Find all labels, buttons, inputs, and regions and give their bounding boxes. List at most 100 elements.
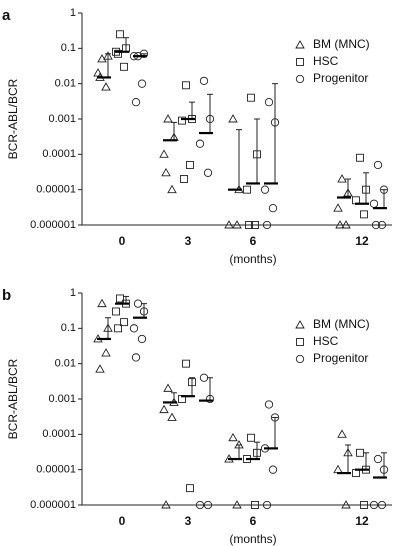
- y-tick-label: 0.001: [48, 393, 76, 405]
- square-marker: [360, 210, 368, 219]
- square-marker: [120, 62, 128, 71]
- y-tick-label: 0.01: [55, 358, 76, 370]
- panel-label: b: [2, 287, 11, 304]
- triangle-marker: [337, 429, 347, 438]
- square-marker: [186, 484, 194, 493]
- square-marker: [245, 221, 253, 229]
- square-marker: [243, 185, 251, 194]
- y-tick-label: 0.001: [48, 113, 76, 125]
- x-axis-label: (months): [229, 252, 276, 266]
- circle-marker: [195, 500, 205, 510]
- legend-marker: [295, 40, 305, 49]
- triangle-marker: [95, 364, 105, 373]
- circle-marker: [203, 500, 213, 510]
- triangle-marker: [159, 149, 169, 158]
- legend-marker: [295, 320, 305, 329]
- y-axis-label: BCR-ABL/BCR: [6, 358, 20, 439]
- square-marker: [356, 448, 364, 457]
- square-marker: [116, 294, 124, 303]
- legend-label: HSC: [313, 54, 339, 68]
- y-tick-label: 0.1: [61, 322, 76, 334]
- y-tick-label: 0.0001: [42, 148, 76, 160]
- legend-marker: [296, 58, 304, 66]
- square-marker: [182, 359, 190, 368]
- triangle-marker: [101, 82, 111, 91]
- x-tick-label: 0: [119, 514, 126, 528]
- triangle-marker: [337, 174, 347, 183]
- circle-marker: [369, 199, 379, 208]
- y-tick-label: 0.000001: [30, 499, 76, 511]
- circle-marker: [131, 353, 141, 362]
- triangle-marker: [167, 184, 177, 194]
- y-tick-label: 0.01: [55, 78, 76, 90]
- circle-marker: [373, 454, 383, 464]
- y-tick-label: 0.1: [61, 42, 76, 54]
- circle-marker: [371, 220, 381, 230]
- circle-marker: [264, 97, 274, 107]
- circle-marker: [264, 400, 274, 409]
- triangle-marker: [93, 68, 103, 77]
- square-marker: [247, 93, 255, 102]
- square-marker: [114, 324, 122, 333]
- legend-label: HSC: [313, 334, 339, 348]
- triangle-marker: [232, 500, 242, 509]
- circle-marker: [262, 500, 272, 510]
- triangle-marker: [163, 383, 173, 392]
- y-tick-label: 0.00001: [36, 464, 76, 476]
- square-marker: [180, 175, 188, 183]
- x-tick-label: 6: [250, 234, 257, 248]
- triangle-marker: [341, 500, 351, 509]
- circle-marker: [377, 220, 387, 230]
- circle-marker: [268, 203, 278, 213]
- triangle-marker: [161, 500, 171, 509]
- square-marker: [251, 501, 259, 509]
- circle-marker: [139, 49, 149, 58]
- triangle-marker: [224, 220, 234, 229]
- x-tick-label: 12: [355, 514, 369, 528]
- square-marker: [182, 81, 190, 90]
- square-marker: [116, 30, 124, 39]
- legend-marker: [295, 354, 305, 364]
- x-tick-label: 3: [185, 514, 192, 528]
- circle-marker: [133, 299, 143, 308]
- panel-label: a: [2, 7, 11, 24]
- legend-marker: [296, 338, 304, 346]
- triangle-marker: [97, 298, 107, 308]
- circle-marker: [137, 79, 147, 88]
- x-tick-label: 6: [250, 514, 257, 528]
- legend-label: Progenitor: [313, 71, 368, 85]
- triangle-marker: [101, 348, 111, 357]
- x-axis-label: (months): [229, 532, 276, 546]
- legend-label: Progenitor: [313, 351, 368, 365]
- circle-marker: [199, 373, 209, 382]
- triangle-marker: [333, 464, 343, 474]
- y-tick-label: 1: [70, 7, 76, 19]
- circle-marker: [195, 139, 205, 148]
- x-tick-label: 0: [119, 234, 126, 248]
- triangle-marker: [161, 167, 171, 177]
- legend-label: BM (MNC): [313, 37, 370, 51]
- square-marker: [120, 318, 128, 327]
- circle-marker: [377, 500, 387, 510]
- triangle-marker: [159, 404, 169, 414]
- square-marker: [247, 433, 255, 442]
- y-axis-label: BCR-ABL/BCR: [6, 78, 20, 159]
- square-marker: [251, 221, 259, 229]
- triangle-marker: [163, 114, 173, 123]
- circle-marker: [268, 465, 278, 474]
- legend-marker: [295, 74, 305, 84]
- triangle-marker: [167, 412, 177, 421]
- circle-marker: [199, 76, 209, 86]
- x-tick-label: 12: [355, 234, 369, 248]
- triangle-marker: [335, 220, 345, 229]
- circle-marker: [129, 324, 139, 333]
- triangle-marker: [228, 432, 238, 442]
- triangle-marker: [333, 203, 343, 212]
- triangle-marker: [232, 220, 242, 229]
- square-marker: [356, 153, 364, 162]
- triangle-marker: [341, 220, 351, 229]
- y-tick-label: 0.00001: [36, 184, 76, 196]
- circle-marker: [137, 334, 147, 344]
- circle-marker: [260, 185, 270, 194]
- circle-marker: [131, 97, 141, 107]
